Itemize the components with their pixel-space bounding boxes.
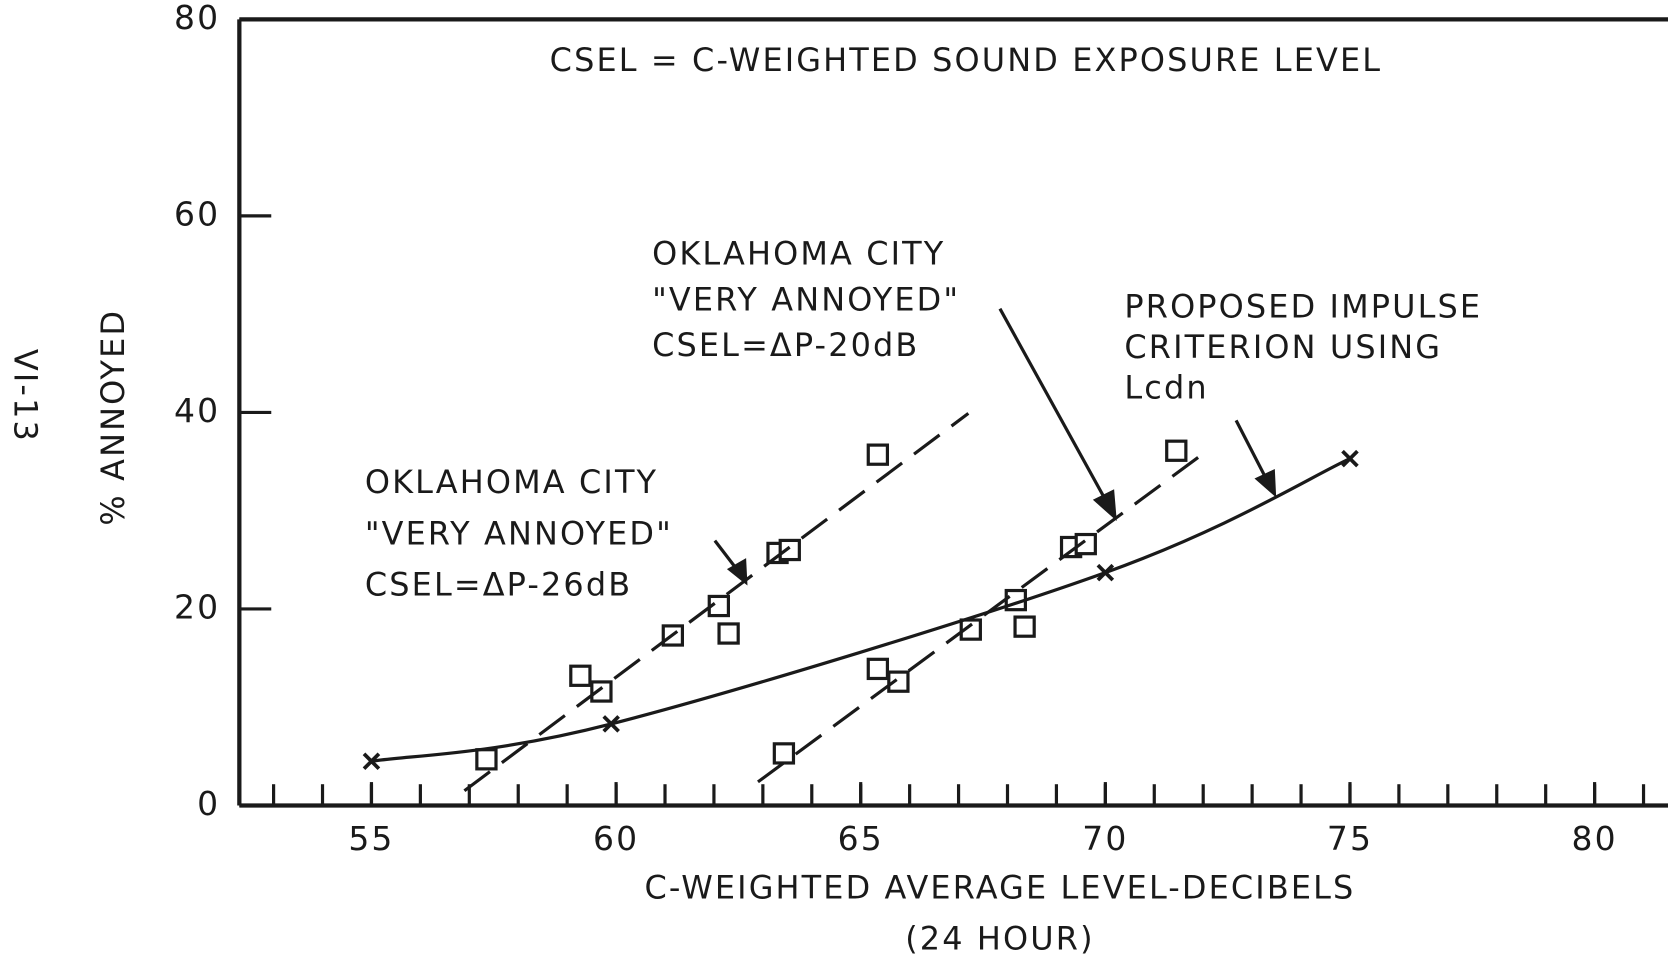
- annotation: "VERY ANNOYED": [365, 514, 673, 552]
- page-label: VI-13: [6, 349, 44, 443]
- cross-marker: [1341, 449, 1359, 468]
- square-marker: [475, 748, 498, 771]
- x-tick-label: 55: [348, 819, 394, 858]
- cross-marker: [602, 715, 620, 733]
- annotation: OKLAHOMA CITY: [365, 463, 658, 501]
- square-marker: [866, 443, 890, 466]
- x-tick-label: 65: [838, 819, 884, 858]
- annotation: CSEL = C-WEIGHTED SOUND EXPOSURE LEVEL: [550, 41, 1382, 79]
- square-marker: [569, 664, 592, 687]
- y-tick-label: 40: [174, 391, 220, 430]
- square-marker: [778, 538, 801, 562]
- annotation: CSEL=ΔP-20dB: [652, 326, 919, 364]
- annotation: CSEL=ΔP-26dB: [365, 565, 632, 603]
- y-tick-label: 60: [174, 194, 220, 233]
- arrow: [998, 307, 1115, 514]
- y-tick-label: 20: [174, 587, 220, 626]
- annotation: CRITERION USING: [1124, 328, 1442, 366]
- annotation: "VERY ANNOYED": [652, 280, 960, 318]
- x-tick-label: 75: [1327, 819, 1373, 858]
- cross-marker: [362, 752, 381, 771]
- arrow-head: [726, 558, 748, 586]
- square-marker: [1074, 532, 1097, 556]
- annotation: PROPOSED IMPULSE: [1124, 288, 1482, 326]
- x-tick-label: 80: [1572, 819, 1618, 858]
- square-marker: [887, 670, 910, 693]
- square-marker: [717, 622, 740, 645]
- annotation: OKLAHOMA CITY: [652, 235, 945, 273]
- annotation: Lcdn: [1124, 369, 1208, 407]
- arrow-head: [1092, 489, 1117, 522]
- x-axis-label: (24 HOUR): [905, 920, 1094, 958]
- square-marker: [1013, 615, 1036, 638]
- y-axis-label: % ANNOYED: [94, 309, 132, 526]
- y-tick-label: 80: [174, 0, 220, 37]
- x-tick-label: 60: [593, 819, 639, 858]
- cross-marker: [1096, 563, 1115, 582]
- square-marker: [959, 618, 982, 641]
- square-marker: [1165, 439, 1188, 462]
- square-marker: [772, 742, 796, 765]
- square-marker: [590, 680, 613, 703]
- square-marker: [866, 657, 890, 681]
- x-tick-label: 70: [1082, 819, 1128, 858]
- fit-line: [463, 412, 970, 793]
- arrow-head: [1254, 469, 1277, 498]
- criterion-curve: [371, 457, 1351, 763]
- arrows: [713, 307, 1277, 586]
- x-axis-label: C-WEIGHTED AVERAGE LEVEL-DECIBELS: [644, 869, 1355, 907]
- y-tick-label: 0: [197, 784, 220, 823]
